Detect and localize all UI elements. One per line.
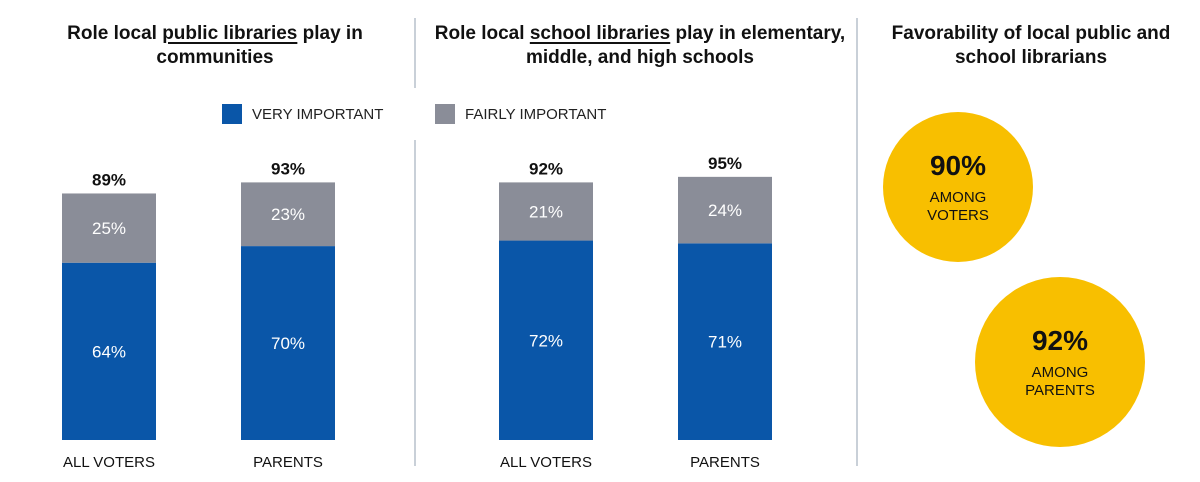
category-label: ALL VOTERS [500, 454, 592, 471]
bar-segment [62, 262, 156, 440]
panel1-title-underlined: public libraries [162, 23, 298, 44]
bar-segment-label: 71% [708, 333, 742, 352]
bar-total-label: 95% [708, 154, 742, 173]
bar-segment [62, 193, 156, 263]
panel3-title: Favorability of local public and school … [891, 23, 1171, 68]
panel2-title: Role local school libraries play in elem… [434, 23, 846, 68]
bar-segment-label: 70% [271, 334, 305, 353]
divider-1-top [414, 18, 416, 88]
bar-segment-label: 25% [92, 219, 126, 238]
favorability-parents-label: AMONG PARENTS [1025, 364, 1095, 399]
bar-segment [499, 182, 593, 241]
favorability-voters-value: 90% [929, 150, 987, 181]
bar-segment-label: 24% [708, 201, 742, 220]
category-label: ALL VOTERS [63, 454, 155, 471]
legend-label-very-important: VERY IMPORTANT [252, 105, 384, 123]
bar-segment-label: 72% [529, 331, 563, 350]
panel1-title: Role local public libraries play in comm… [67, 23, 363, 68]
legend-very-important: VERY IMPORTANT [222, 104, 383, 124]
favorability-voters-label: AMONG VOTERS [927, 189, 989, 224]
bar-segment [499, 240, 593, 440]
category-label: PARENTS [253, 454, 323, 471]
bar-total-label: 92% [529, 159, 563, 178]
bar-total-label: 93% [271, 159, 305, 178]
bar-segment [241, 182, 335, 247]
legend-swatch-very-important [222, 104, 242, 124]
bar-total-label: 89% [92, 170, 126, 189]
divider-1-bottom [414, 140, 416, 466]
favorability-parents-value: 92% [1031, 325, 1089, 356]
legend-fairly-important: FAIRLY IMPORTANT [435, 104, 606, 124]
bar-segment-label: 23% [271, 205, 305, 224]
favorability-voters-circle: 90% AMONG VOTERS [883, 112, 1033, 262]
bar-segment [678, 176, 772, 244]
divider-2 [856, 18, 858, 466]
panel2-title-underlined: school libraries [529, 23, 671, 44]
favorability-parents-circle: 92% AMONG PARENTS [975, 277, 1145, 447]
bar-segment [678, 243, 772, 440]
legend-label-fairly-important: FAIRLY IMPORTANT [465, 105, 607, 123]
bar-segment-label: 21% [529, 202, 563, 221]
legend-swatch-fairly-important [435, 104, 455, 124]
category-label: PARENTS [690, 454, 760, 471]
bar-segment [241, 246, 335, 440]
bar-segment-label: 64% [92, 342, 126, 361]
